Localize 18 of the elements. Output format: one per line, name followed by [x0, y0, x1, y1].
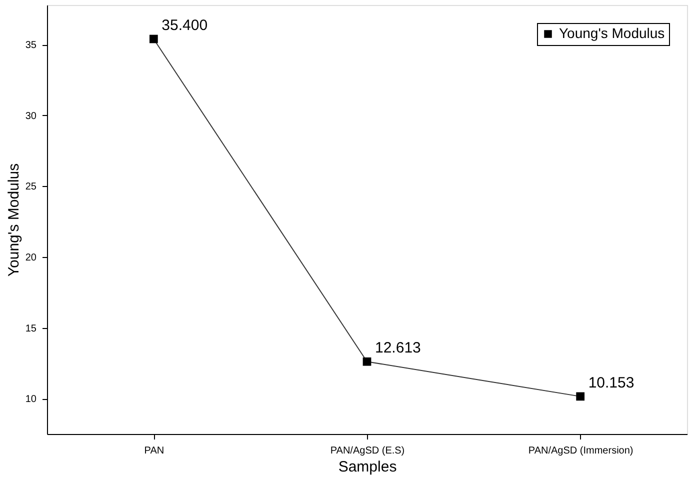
data-label: 10.153	[588, 374, 634, 392]
y-tick-label: 20	[25, 252, 37, 264]
x-tick-label: PAN	[144, 446, 164, 456]
y-tick-label: 25	[25, 182, 37, 193]
data-label: 12.613	[375, 340, 421, 357]
x-axis-title: Samples	[338, 458, 397, 476]
point	[149, 34, 158, 44]
y-axis-title: Young's Modulus	[5, 163, 22, 277]
x-tick-label: PAN/AgSD (E.S)	[330, 446, 405, 456]
x-tick-label: PAN/AgSD (Immersion)	[528, 446, 634, 456]
y-tick-label: 30	[25, 110, 37, 122]
legend-label: Young's Modulus	[559, 25, 665, 41]
point	[576, 392, 585, 401]
y-tick-label: 15	[25, 323, 37, 334]
data-label: 35.400	[162, 16, 208, 34]
y-tick-label: 10	[25, 394, 37, 406]
point	[362, 357, 372, 366]
y-tick-label: 35	[25, 40, 37, 52]
